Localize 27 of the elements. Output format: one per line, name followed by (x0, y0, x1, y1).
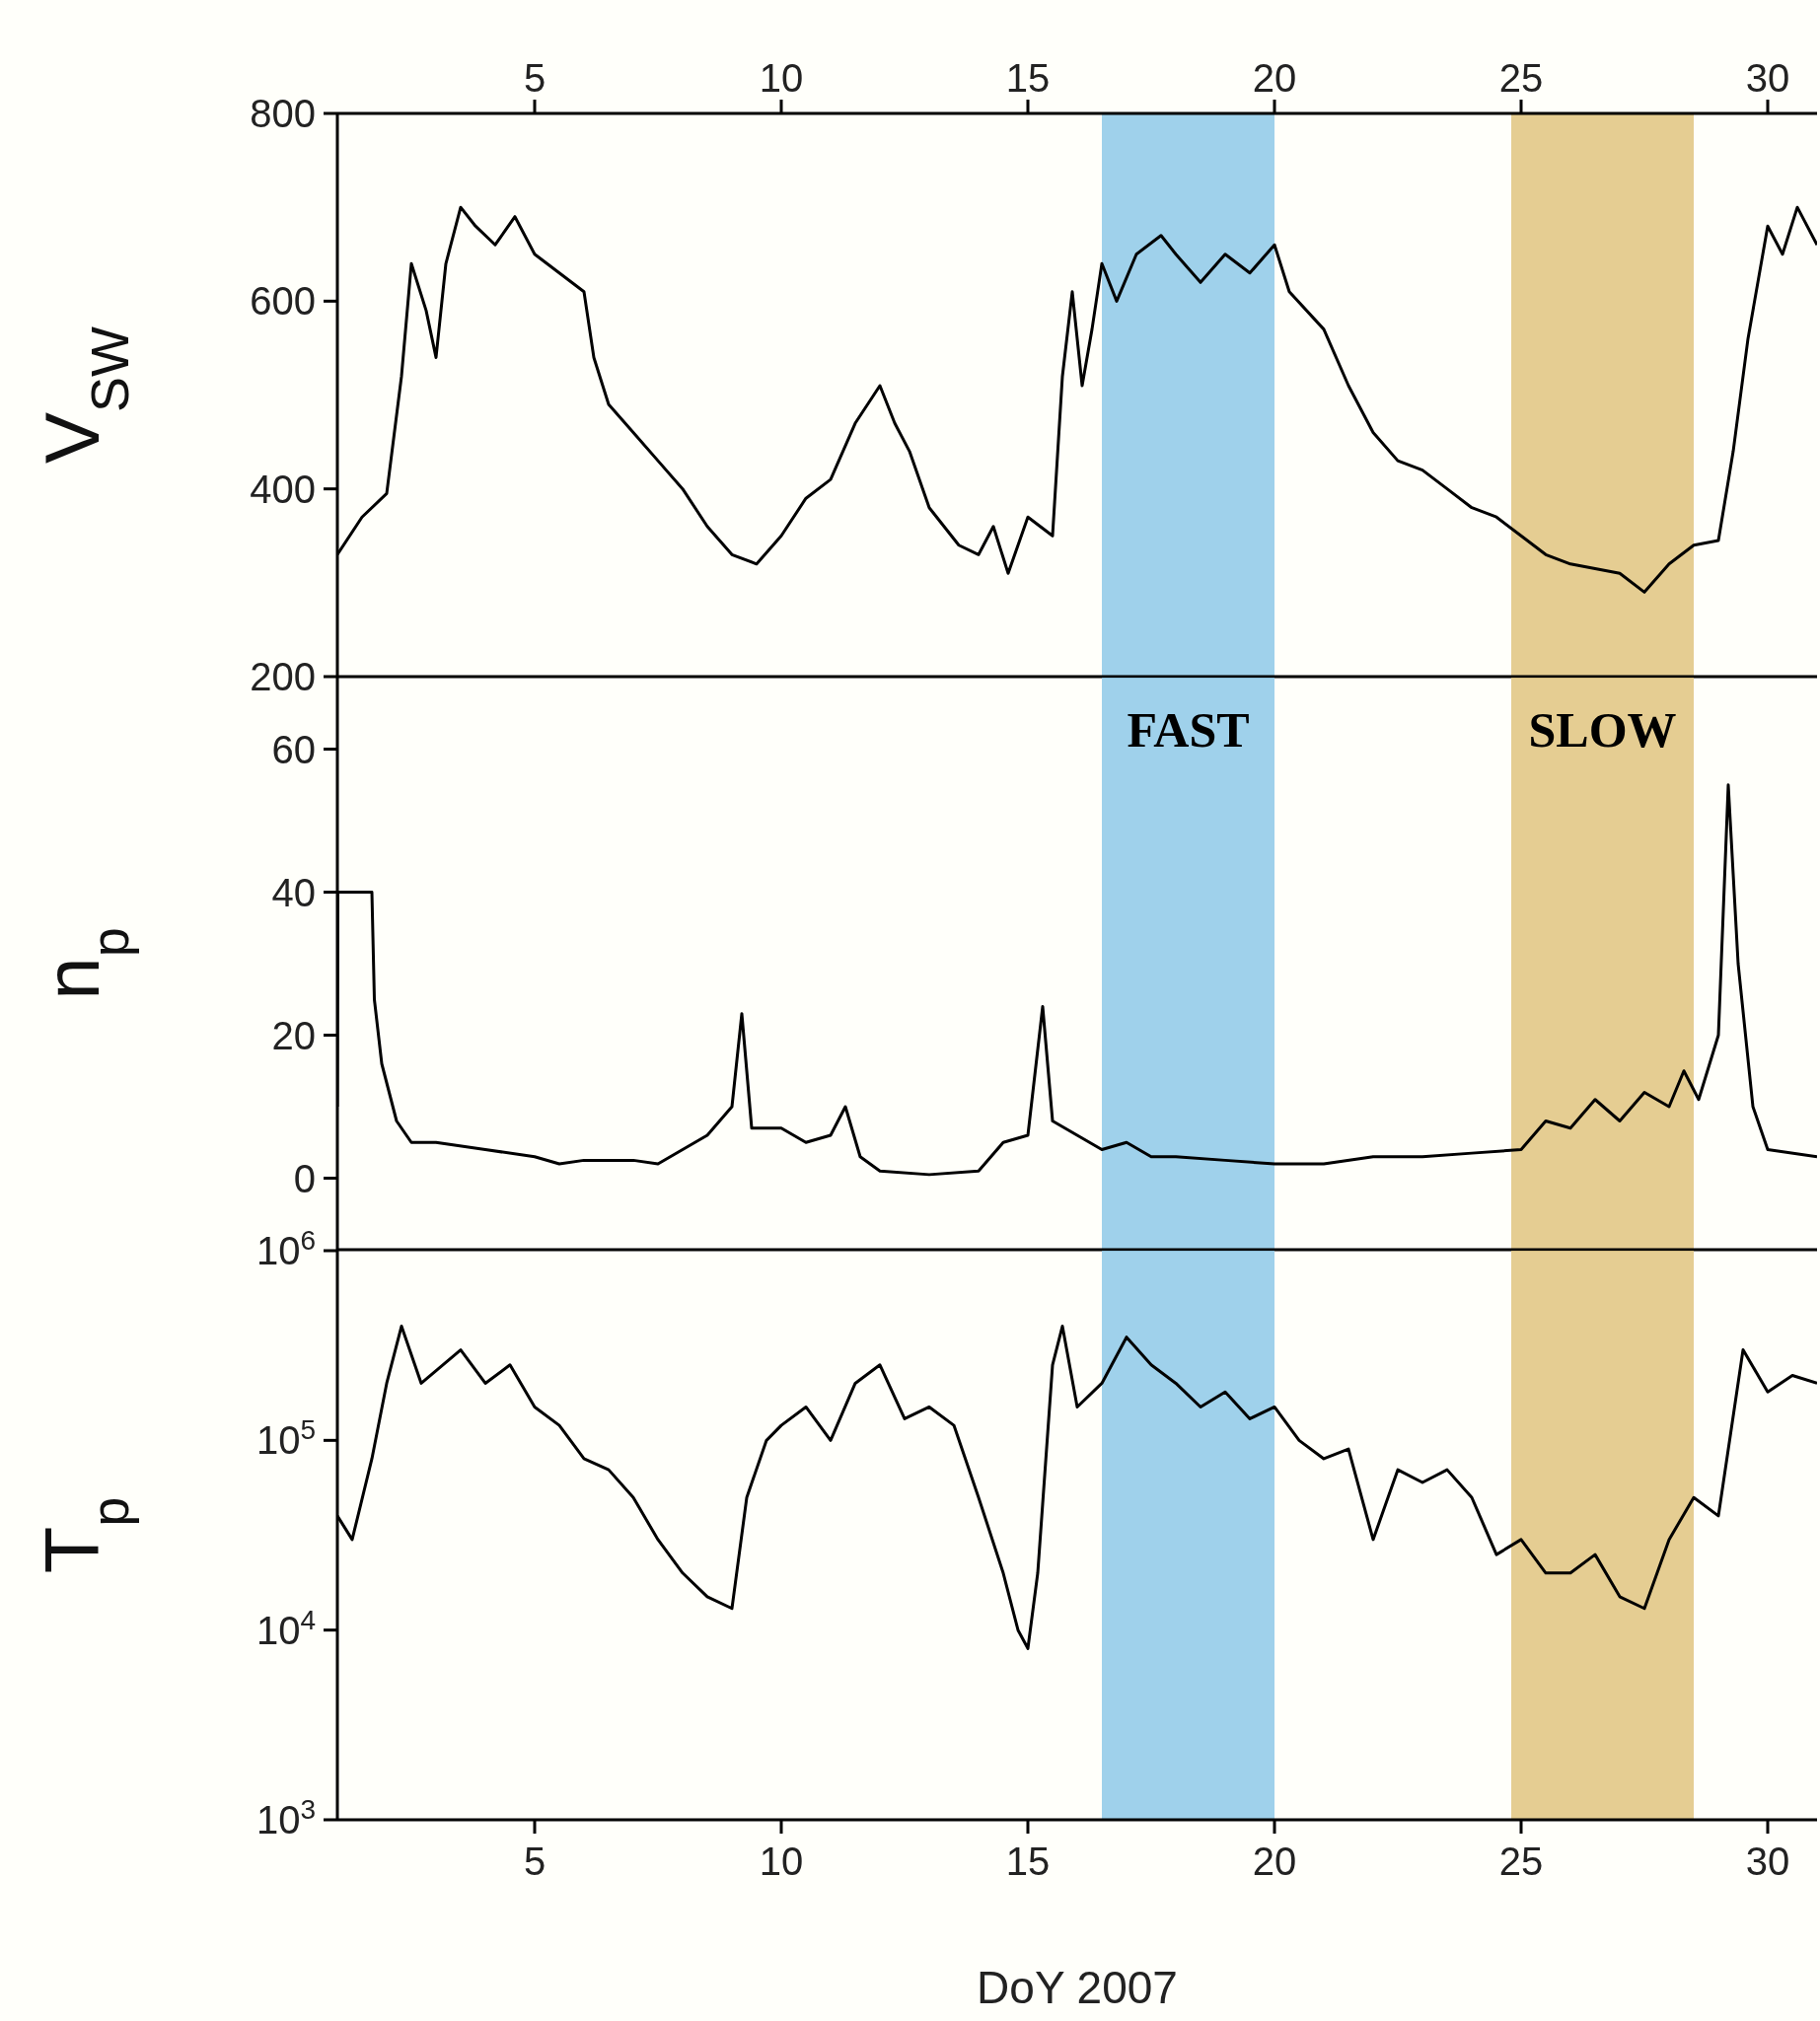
y-tick-label: 20 (271, 1013, 316, 1057)
annotation: SLOW (1528, 701, 1677, 758)
y-tick-label: 40 (271, 870, 316, 914)
x-tick-label: 15 (1005, 1840, 1051, 1884)
y-tick-label: 400 (250, 467, 316, 511)
y-tick-label: 200 (250, 655, 316, 698)
x2-tick-label: 30 (1745, 56, 1790, 100)
y-tick-label: 800 (250, 92, 316, 135)
x-tick-label: 30 (1745, 1840, 1790, 1884)
y-tick-label: 10$^{4}$ (255, 1604, 316, 1652)
x2-tick-label: 20 (1252, 56, 1297, 100)
y-tick-label: 0 (293, 1156, 316, 1200)
y-tick-label: 60 (271, 727, 316, 771)
x2-tick-label: 15 (1005, 56, 1051, 100)
x-tick-label: 10 (759, 1840, 804, 1884)
x-tick-label: 25 (1498, 1840, 1544, 1884)
y-tick-label: 10$^{6}$ (255, 1224, 316, 1272)
x2-tick-label: 25 (1498, 56, 1544, 100)
x-tick-label: 5 (523, 1840, 546, 1884)
y-tick-label: 10$^{3}$ (255, 1793, 316, 1841)
x2-tick-label: 5 (523, 56, 546, 100)
x-tick-label: 20 (1252, 1840, 1297, 1884)
x-axis-title: DoY 2007 (977, 1962, 1178, 2013)
y-tick-label: 10$^{5}$ (255, 1413, 316, 1463)
y-tick-label: 600 (250, 279, 316, 324)
x2-tick-label: 10 (759, 56, 804, 100)
annotation: FAST (1127, 701, 1250, 758)
